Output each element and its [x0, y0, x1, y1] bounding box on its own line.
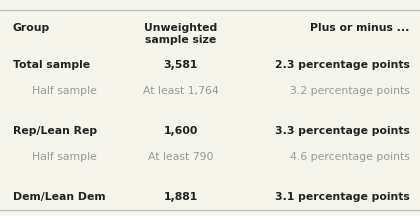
Text: Rep/Lean Rep: Rep/Lean Rep	[13, 126, 97, 136]
Text: Unweighted
sample size: Unweighted sample size	[144, 23, 217, 45]
Text: At least 790: At least 790	[148, 152, 213, 162]
Text: 1,600: 1,600	[163, 126, 198, 136]
Text: 3.3 percentage points: 3.3 percentage points	[275, 126, 410, 136]
Text: Half sample: Half sample	[32, 152, 96, 162]
Text: Plus or minus ...: Plus or minus ...	[310, 23, 410, 33]
Text: Group: Group	[13, 23, 50, 33]
Text: Total sample: Total sample	[13, 60, 90, 70]
Text: Half sample: Half sample	[32, 86, 96, 96]
Text: Dem/Lean Dem: Dem/Lean Dem	[13, 192, 105, 202]
Text: 1,881: 1,881	[163, 192, 198, 202]
Text: 3.2 percentage points: 3.2 percentage points	[290, 86, 410, 96]
Text: 4.6 percentage points: 4.6 percentage points	[290, 152, 410, 162]
Text: 3.1 percentage points: 3.1 percentage points	[275, 192, 410, 202]
Text: 2.3 percentage points: 2.3 percentage points	[275, 60, 410, 70]
Text: 3,581: 3,581	[163, 60, 198, 70]
Text: At least 1,764: At least 1,764	[143, 86, 218, 96]
